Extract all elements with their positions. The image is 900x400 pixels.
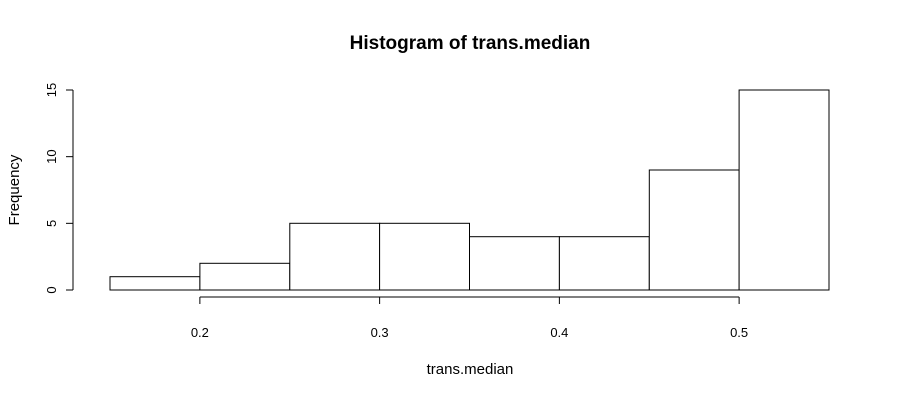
x-tick-label: 0.5 xyxy=(730,325,748,340)
x-tick-label: 0.3 xyxy=(371,325,389,340)
y-axis-label: Frequency xyxy=(6,154,23,225)
histogram-bar-8 xyxy=(738,89,830,291)
y-axis: 0 5 10 15 xyxy=(44,83,74,294)
histogram-bar-2 xyxy=(199,262,291,291)
histogram-bar-5 xyxy=(469,236,560,291)
y-tick-label: 10 xyxy=(44,149,59,163)
histogram-bar-4 xyxy=(379,222,471,291)
x-axis-label: trans.median xyxy=(427,361,514,378)
histogram-bar-7 xyxy=(648,169,740,291)
chart-title: Histogram of trans.median xyxy=(350,33,591,54)
x-tick-label: 0.2 xyxy=(191,325,209,340)
histogram-bar-1 xyxy=(109,276,201,291)
y-tick-label: 0 xyxy=(44,286,59,293)
y-tick-label: 15 xyxy=(44,83,59,97)
histogram-bar-3 xyxy=(289,222,381,291)
x-axis: 0.2 0.3 0.4 0.5 xyxy=(191,296,748,340)
y-tick-label: 5 xyxy=(44,220,59,227)
histogram-bars xyxy=(109,89,830,291)
x-tick-label: 0.4 xyxy=(550,325,568,340)
histogram-bar-6 xyxy=(558,236,650,291)
